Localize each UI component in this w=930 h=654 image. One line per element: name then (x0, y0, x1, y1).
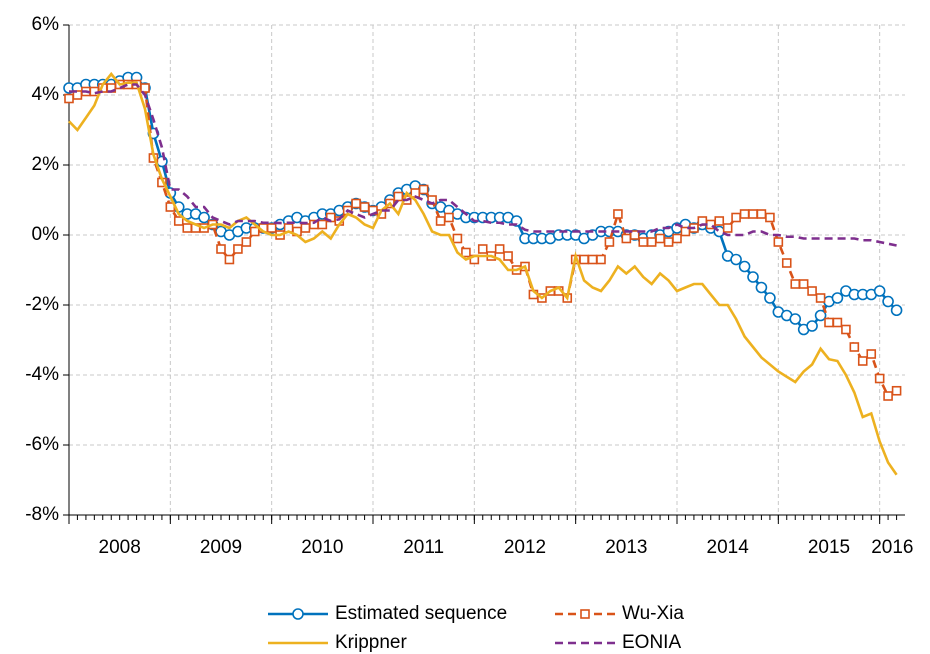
y-tick-label: -4% (25, 364, 59, 385)
x-tick-label: 2009 (200, 537, 242, 558)
marker (798, 279, 809, 289)
y-tick-label: 6% (32, 14, 60, 35)
x-tick-label: 2014 (707, 537, 750, 558)
marker (140, 83, 150, 93)
marker (815, 293, 826, 303)
y-tick-label: -8% (25, 504, 59, 525)
marker (781, 258, 792, 268)
marker (730, 253, 742, 266)
y-tick-label: 2% (32, 154, 60, 175)
marker (435, 216, 446, 226)
x-tick-label: 2010 (301, 537, 343, 558)
series-line (68, 83, 898, 398)
marker (883, 391, 893, 401)
marker (596, 254, 606, 265)
series-line (69, 83, 897, 247)
y-tick-label: 4% (32, 84, 60, 105)
marker (503, 251, 513, 261)
marker (629, 230, 640, 240)
marker (890, 304, 903, 317)
marker (841, 324, 851, 335)
legend-marker (292, 608, 304, 620)
marker (755, 281, 768, 294)
x-tick-label: 2016 (871, 537, 913, 558)
marker (579, 254, 589, 265)
marker (418, 184, 429, 195)
marker (638, 237, 649, 247)
legend-label: Estimated sequence (335, 603, 507, 624)
marker (393, 191, 404, 202)
series-line (68, 71, 898, 476)
marker (807, 286, 817, 296)
marker (646, 237, 657, 247)
marker (249, 226, 260, 237)
marker (587, 254, 598, 265)
marker (738, 260, 751, 273)
marker (790, 279, 801, 289)
marker (731, 212, 741, 223)
marker (452, 233, 463, 244)
marker (663, 237, 674, 247)
marker (714, 216, 725, 226)
marker (874, 373, 885, 384)
marker (621, 233, 632, 244)
marker (241, 237, 252, 247)
x-tick-label: 2013 (605, 537, 647, 558)
marker (182, 223, 193, 233)
marker (831, 292, 844, 304)
legend-marker (580, 609, 590, 619)
marker (764, 292, 776, 304)
marker (613, 209, 623, 219)
marker (765, 212, 775, 223)
marker (739, 209, 750, 219)
marker (873, 285, 886, 297)
marker (444, 212, 454, 223)
x-tick-label: 2008 (99, 537, 141, 558)
legend-label: Krippner (335, 632, 407, 653)
marker (604, 237, 615, 247)
marker (824, 317, 834, 328)
x-tick-label: 2015 (808, 537, 850, 558)
marker (849, 342, 860, 352)
marker (300, 223, 311, 233)
x-tick-label: 2012 (504, 537, 546, 558)
marker (477, 244, 488, 254)
y-tick-label: -6% (25, 434, 59, 455)
marker (655, 233, 665, 244)
y-tick-label: -2% (25, 294, 59, 315)
marker (789, 313, 802, 325)
y-tick-label: 0% (32, 224, 60, 245)
marker (351, 198, 361, 209)
marker (494, 244, 505, 254)
marker (233, 244, 243, 254)
marker (266, 223, 277, 233)
marker (756, 209, 767, 219)
marker (857, 356, 868, 366)
marker (806, 320, 818, 332)
marker (891, 385, 902, 396)
marker (198, 211, 210, 224)
marker (672, 233, 682, 244)
marker (814, 309, 827, 322)
marker (173, 216, 184, 226)
marker (722, 223, 733, 233)
legend-label: Wu-Xia (622, 603, 684, 624)
marker (224, 254, 235, 265)
marker (64, 93, 74, 104)
legend-label: EONIA (622, 632, 681, 653)
marker (748, 209, 758, 219)
marker (461, 247, 471, 258)
marker (882, 295, 894, 308)
marker (747, 271, 759, 283)
marker (359, 202, 370, 212)
marker (866, 349, 877, 359)
marker (216, 244, 226, 254)
marker (317, 219, 328, 230)
marker (832, 317, 843, 328)
marker (773, 237, 784, 247)
x-tick-label: 2011 (403, 537, 444, 558)
